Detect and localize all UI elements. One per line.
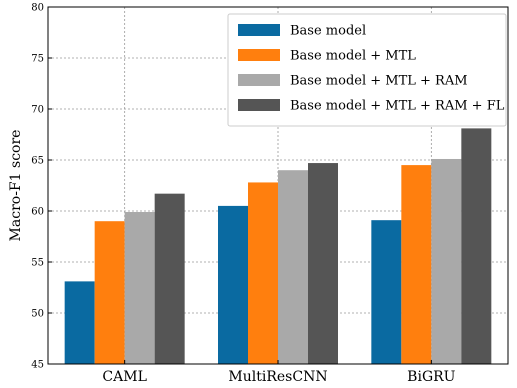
bar [154, 193, 185, 364]
legend: Base model Base model + MTL Base model + M… [227, 13, 507, 127]
x-tick-label: CAML [102, 369, 146, 385]
y-axis-label: Macro-F1 score [8, 130, 24, 242]
x-axis: CAML MultiResCNN BiGRU [102, 360, 456, 385]
y-tick-label: 45 [31, 360, 44, 371]
bar [461, 128, 492, 364]
bar [124, 212, 155, 364]
y-axis: 45 50 55 60 65 70 75 80 [31, 3, 52, 371]
bar [308, 163, 338, 364]
bar [248, 182, 278, 364]
y-tick-label: 80 [31, 3, 44, 14]
legend-swatch [238, 24, 280, 36]
y-tick-label: 50 [31, 309, 44, 320]
bar [401, 165, 432, 364]
legend-swatch [238, 74, 280, 86]
x-tick-label: MultiResCNN [228, 369, 327, 385]
bar [431, 158, 462, 364]
bar [218, 205, 248, 364]
legend-label: Base model [290, 24, 366, 39]
y-tick-label: 75 [31, 54, 44, 65]
y-tick-label: 65 [31, 156, 44, 167]
bar [371, 220, 402, 364]
legend-label: Base model + MTL + RAM + FL [290, 99, 505, 114]
bar [278, 170, 308, 364]
x-tick-label: BiGRU [407, 369, 455, 385]
y-tick-label: 70 [31, 105, 44, 116]
bar [94, 221, 125, 364]
bars [64, 128, 492, 364]
legend-box [227, 13, 507, 127]
y-tick-label: 55 [31, 258, 44, 269]
y-tick-label: 60 [31, 207, 44, 218]
legend-label: Base model + MTL + RAM [290, 74, 468, 89]
legend-label: Base model + MTL [290, 49, 416, 64]
legend-swatch [238, 99, 280, 111]
legend-swatch [238, 49, 280, 61]
bar [64, 281, 95, 364]
